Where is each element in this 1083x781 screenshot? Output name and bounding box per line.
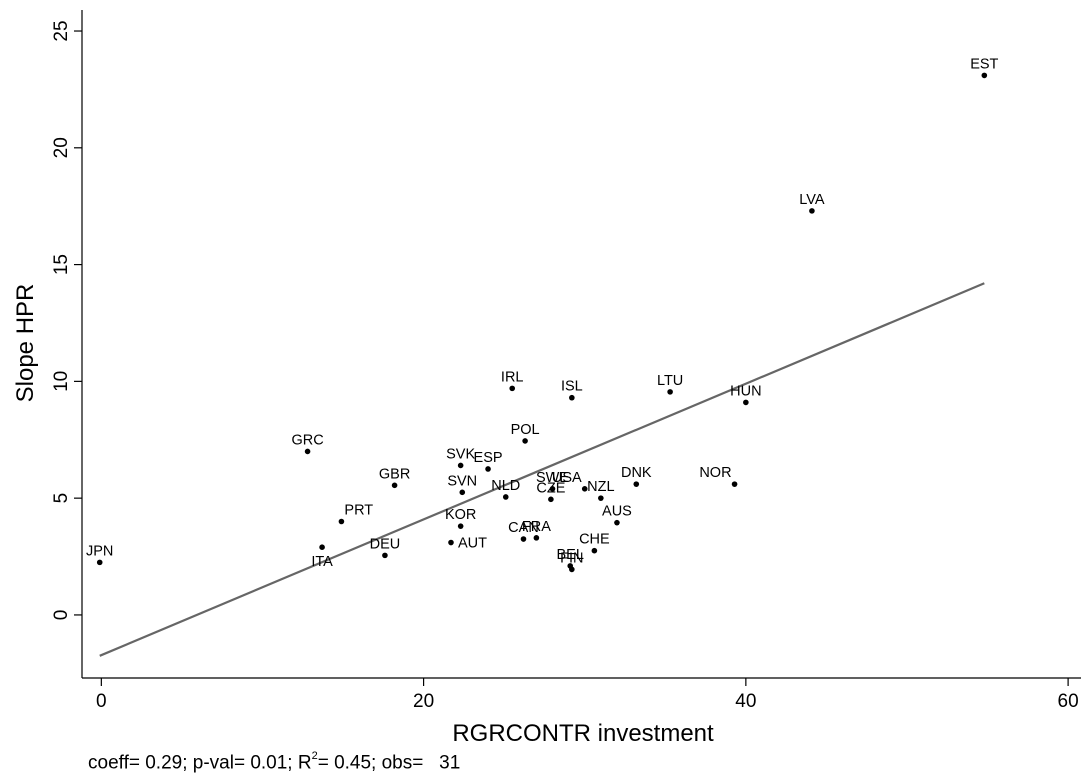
point-label: FIN <box>560 550 583 566</box>
x-axis-title: RGRCONTR investment <box>452 720 714 747</box>
point-label: HUN <box>730 383 761 399</box>
point-label: ISL <box>561 379 583 395</box>
point-label: LTU <box>657 373 683 389</box>
data-point <box>459 489 466 496</box>
point-label: PRT <box>344 503 373 519</box>
data-point <box>338 518 345 525</box>
point-label: ESP <box>474 450 503 466</box>
point-label: SWE <box>536 470 569 486</box>
plot-area: 0 20 40 60 0 5 10 15 20 25 JPN ITA GRC PRT DEU GBR SVK SV… <box>51 10 1081 712</box>
data-point <box>569 566 575 573</box>
point-label: SVN <box>447 473 477 489</box>
point-label: FRA <box>522 519 551 535</box>
x-tick-label: 40 <box>735 691 756 712</box>
x-tick-label: 20 <box>413 691 434 712</box>
point-label: IRL <box>501 369 524 385</box>
point-label: SVK <box>446 446 475 462</box>
footer-r2-superscript: 2 <box>311 750 318 762</box>
data-point <box>96 559 103 566</box>
point-label: ITA <box>311 554 333 570</box>
data-point <box>382 552 388 559</box>
data-point <box>581 486 588 492</box>
point-label: GBR <box>379 466 410 482</box>
point-label: DEU <box>370 536 401 552</box>
scatter-chart: 0 20 40 60 0 5 10 15 20 25 JPN ITA GRC PRT DEU GBR SVK SV… <box>12 10 1081 747</box>
point-label: POL <box>511 422 540 438</box>
point-label: BEL <box>557 547 584 563</box>
point-label: NOR <box>699 465 731 481</box>
y-tick-label: 10 <box>51 371 72 392</box>
data-point <box>598 495 604 501</box>
data-point <box>522 438 528 444</box>
data-point <box>569 394 575 401</box>
x-tick-label: 0 <box>96 691 107 712</box>
point-label: EST <box>970 56 998 72</box>
data-point <box>743 399 749 406</box>
data-point <box>591 547 598 554</box>
data-point <box>502 494 509 500</box>
point-label: LVA <box>799 192 825 208</box>
point-label: KOR <box>445 507 476 523</box>
data-point <box>304 448 311 455</box>
data-point <box>809 208 815 214</box>
point-label: USA <box>552 470 582 486</box>
y-axis-title: Slope HPR <box>12 284 39 403</box>
data-point <box>457 523 464 529</box>
point-label: CHE <box>579 532 610 548</box>
footer-coeff-text: coeff= 0.29; p-val= 0.01; R <box>88 752 312 774</box>
fitted-line <box>99 282 985 657</box>
point-label: GRC <box>291 432 323 448</box>
point-label: AUT <box>458 536 487 552</box>
data-point <box>391 482 398 489</box>
point-label: DNK <box>621 465 652 481</box>
data-point <box>457 462 464 469</box>
x-tick-label: 60 <box>1058 691 1079 712</box>
y-tick-label: 25 <box>51 20 72 41</box>
y-tick-label: 5 <box>51 493 72 504</box>
data-point <box>981 72 988 79</box>
data-point <box>549 486 556 492</box>
regression-footer: coeff= 0.29; p-val= 0.01; R2= 0.45; obs=… <box>88 750 461 774</box>
data-point <box>731 481 738 487</box>
data-point <box>548 496 554 503</box>
data-point <box>485 466 491 472</box>
data-point <box>448 539 454 546</box>
data-point <box>520 536 527 542</box>
data-point <box>667 389 673 395</box>
data-point <box>509 385 516 392</box>
point-label: JPN <box>86 543 113 559</box>
data-point <box>533 535 540 541</box>
y-tick-label: 0 <box>51 610 72 621</box>
y-tick-label: 20 <box>51 137 72 158</box>
footer-rest-text: = 0.45; obs= 31 <box>317 752 461 774</box>
data-point <box>319 544 325 551</box>
point-label: NZL <box>587 479 614 495</box>
y-tick-label: 15 <box>51 254 72 275</box>
data-point <box>614 519 620 526</box>
point-label: AUS <box>602 504 632 520</box>
data-point <box>633 481 640 487</box>
point-label: NLD <box>491 478 520 494</box>
point-label: CAN <box>508 520 539 536</box>
